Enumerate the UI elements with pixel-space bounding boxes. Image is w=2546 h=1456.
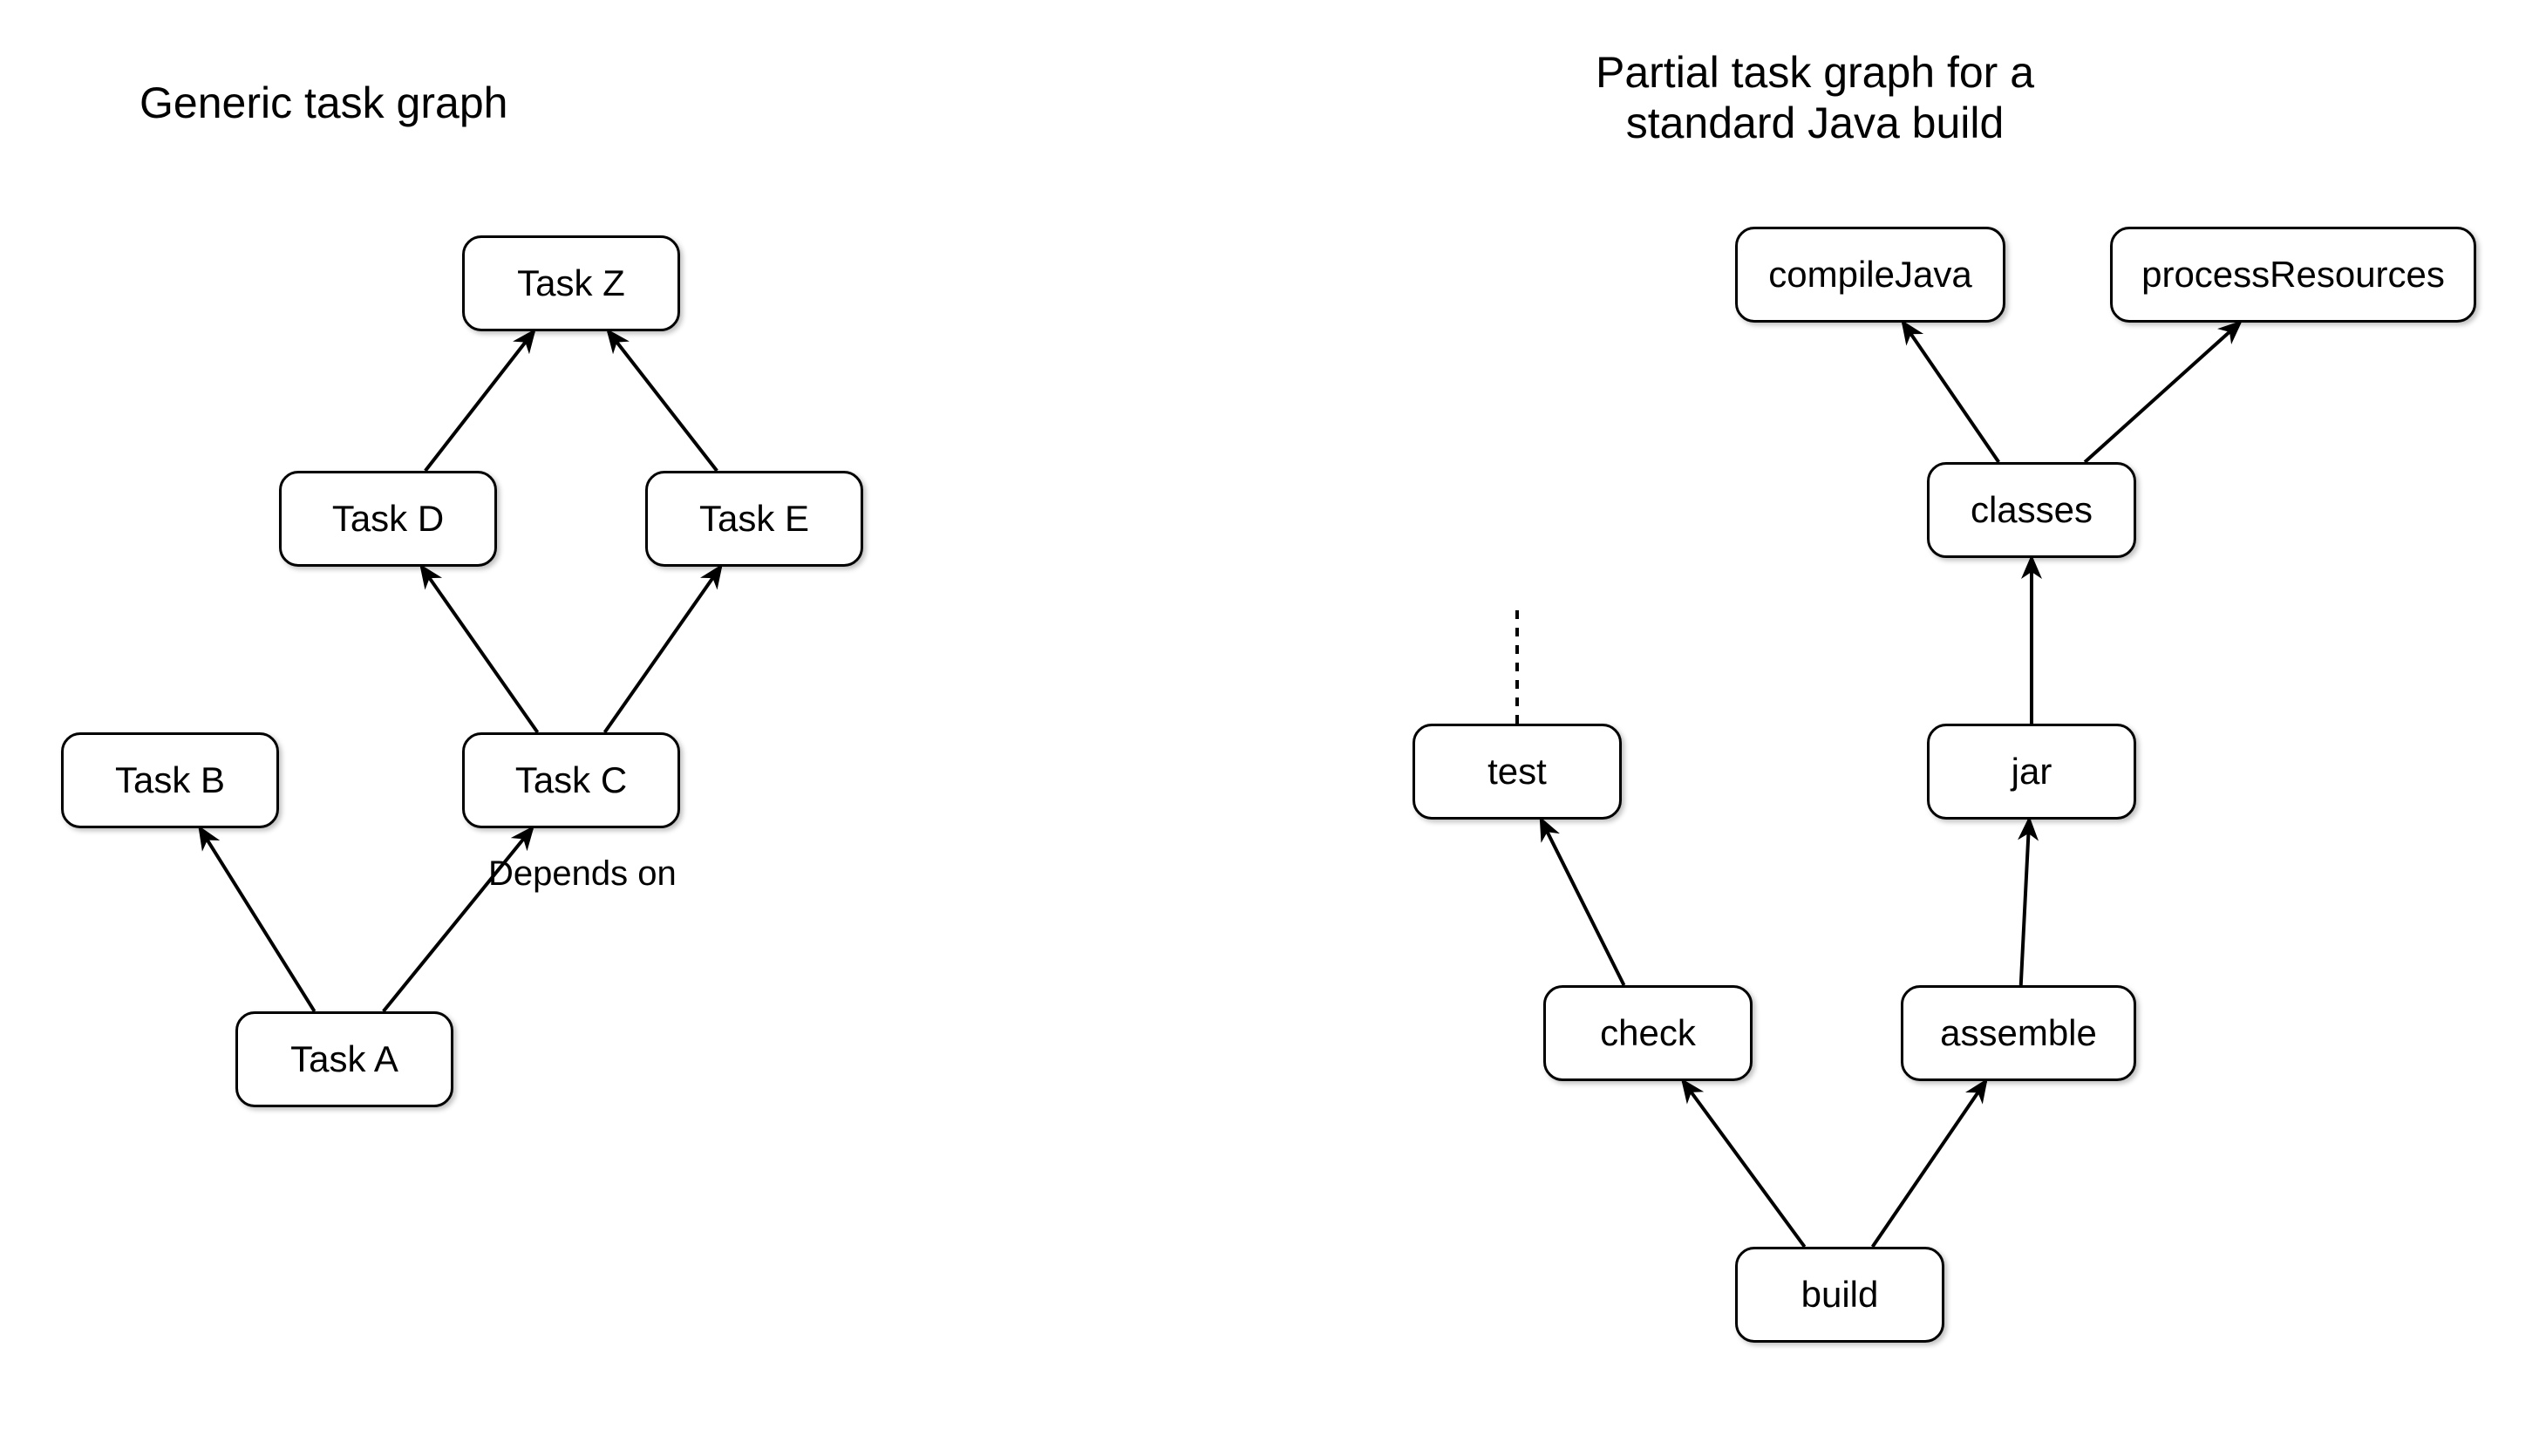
node-label: processResources [2141, 254, 2445, 296]
node-label: build [1801, 1274, 1879, 1316]
node-compile-java: compileJava [1735, 227, 2005, 323]
node-process-resources: processResources [2110, 227, 2476, 323]
node-task-c: Task C [462, 732, 680, 828]
left-title: Generic task graph [140, 78, 507, 129]
node-check: check [1543, 985, 1753, 1081]
node-label: Task B [115, 759, 225, 801]
node-task-b: Task B [61, 732, 279, 828]
node-label: Task A [290, 1038, 398, 1080]
node-build: build [1735, 1247, 1944, 1343]
node-label: Task C [515, 759, 627, 801]
node-task-a: Task A [235, 1011, 453, 1107]
node-label: test [1487, 751, 1547, 793]
node-label: classes [1971, 489, 2093, 531]
node-test: test [1413, 724, 1622, 820]
node-classes: classes [1927, 462, 2136, 558]
node-label: assemble [1940, 1012, 2097, 1054]
edges-layer [0, 0, 2546, 1456]
node-label: check [1600, 1012, 1696, 1054]
right-title: Partial task graph for a standard Java b… [1596, 48, 2034, 148]
depends-on-label: Depends on [488, 854, 677, 894]
node-assemble: assemble [1901, 985, 2136, 1081]
node-label: jar [2012, 751, 2052, 793]
node-label: Task E [699, 498, 809, 540]
node-task-e: Task E [645, 471, 863, 567]
node-label: compileJava [1768, 254, 1971, 296]
node-label: Task Z [517, 262, 625, 304]
diagram-canvas: Generic task graph Partial task graph fo… [0, 0, 2546, 1456]
node-task-z: Task Z [462, 235, 680, 331]
node-task-d: Task D [279, 471, 497, 567]
node-jar: jar [1927, 724, 2136, 820]
node-label: Task D [332, 498, 444, 540]
